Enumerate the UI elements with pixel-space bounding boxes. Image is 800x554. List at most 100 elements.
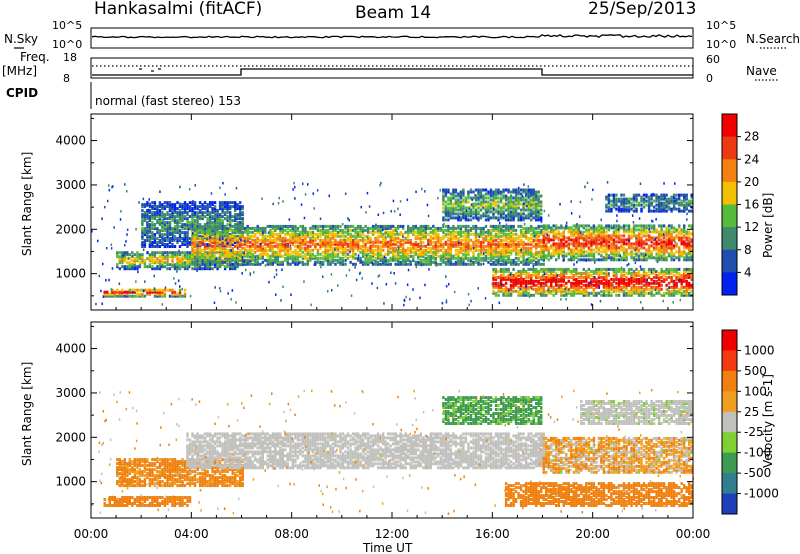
power-echo-cell (635, 224, 638, 228)
power-echo-cell (547, 248, 550, 252)
power-echo-cell (642, 240, 646, 244)
power-echo-cell (610, 293, 613, 297)
power-echo-cell (557, 285, 560, 289)
power-echo-cell (527, 273, 530, 277)
power-echo-cell (364, 246, 367, 250)
power-echo-cell (178, 245, 182, 248)
power-echo-cell (600, 281, 603, 285)
power-echo-cell (479, 242, 483, 246)
power-echo-cell (612, 244, 616, 248)
power-echo-cell (284, 238, 287, 242)
power-echo-cell (657, 271, 661, 275)
power-echo-cell (444, 210, 448, 214)
power-echo-cell (499, 206, 503, 210)
power-echo-cell (537, 240, 540, 244)
power-echo-cell (281, 262, 284, 266)
power-echo-cell (284, 224, 287, 228)
power-echo-cell (537, 271, 540, 275)
power-echo-cell (286, 250, 289, 254)
power-echo-cell (595, 246, 598, 250)
power-echo-cell (592, 275, 596, 279)
power-echo-cell (442, 246, 445, 250)
power-echo-cell (652, 267, 656, 271)
power-echo-cell (254, 262, 257, 266)
power-echo-cell (512, 212, 515, 216)
power-echo-cell (211, 211, 214, 215)
power-echo-cell (612, 256, 616, 260)
power-echo-cell (329, 242, 332, 246)
power-echo-cell (530, 226, 533, 230)
power-echo-cell (359, 234, 362, 238)
power-echo-cell (555, 244, 558, 248)
power-echo-cell (452, 230, 455, 234)
power-echo-cell (517, 289, 520, 293)
power-echo-cell (535, 271, 538, 275)
power-echo-cell (459, 240, 463, 244)
power-echo-cell (279, 250, 282, 254)
power-echo-cell (499, 262, 503, 266)
power-echo-cell (133, 259, 136, 263)
power-echo-cell (188, 225, 192, 229)
power-echo-cell (535, 287, 538, 291)
power-echo-cell (524, 188, 528, 192)
power-echo-cell (627, 242, 631, 246)
power-echo-cell (289, 252, 292, 256)
power-echo-cell (203, 258, 207, 262)
power-echo-cell (264, 242, 267, 246)
power-echo-cell (667, 267, 671, 271)
power-echo-cell (354, 252, 357, 256)
power-echo-cell (156, 294, 159, 298)
power-echo-cell (231, 215, 234, 219)
power-echo-cell (196, 260, 199, 264)
power-echo-cell (156, 261, 159, 265)
power-echo-cell (221, 250, 224, 254)
power-echo-cell (622, 248, 626, 252)
power-echo-cell (532, 256, 535, 260)
freq-unit-label: [MHz] (2, 64, 37, 78)
power-echo-cell (587, 248, 591, 252)
power-echo-cell (231, 240, 234, 244)
power-echo-cell (587, 236, 591, 240)
power-echo-cell (552, 252, 555, 256)
power-echo-cell (605, 269, 608, 273)
power-echo-cell (387, 250, 390, 254)
power-echo-cell (617, 252, 621, 256)
power-echo-cell (537, 258, 540, 262)
power-echo-cell (537, 230, 540, 234)
power-echo-cell (532, 267, 535, 271)
power-echo-cell (173, 253, 177, 257)
power-echo-cell (361, 262, 365, 266)
power-echo-cell (550, 230, 553, 234)
power-echo-cell (494, 190, 498, 194)
power-echo-cell (625, 258, 628, 262)
power-echo-cell (379, 262, 382, 266)
power-echo-cell (201, 207, 204, 211)
power-echo-cell (171, 213, 174, 217)
power-echo-cell (444, 218, 448, 222)
power-echo-cell (540, 287, 543, 291)
power-echo-cell (412, 232, 415, 236)
power-echo-cell (499, 196, 503, 200)
power-echo-cell (319, 262, 322, 266)
power-echo-cell (472, 202, 475, 206)
power-echo-cell (146, 217, 149, 221)
power-echo-cell (191, 248, 194, 252)
power-echo-cell (530, 208, 533, 212)
power-echo-cell (427, 240, 430, 244)
power-echo-cell (637, 250, 641, 254)
power-echo-cell (530, 224, 533, 228)
power-echo-cell (223, 224, 227, 228)
power-echo-cell (555, 283, 558, 287)
power-echo-cell (517, 277, 520, 281)
power-echo-cell (309, 230, 312, 234)
power-echo-cell (479, 214, 483, 218)
power-echo-cell (645, 287, 648, 291)
power-echo-cell (178, 265, 182, 269)
power-echo-cell (605, 238, 608, 242)
power-echo-cell (504, 246, 508, 250)
power-echo-cell (532, 198, 535, 202)
power-echo-cell (449, 214, 453, 218)
power-echo-cell (206, 254, 209, 258)
power-echo-cell (572, 240, 575, 244)
power-echo-cell (419, 248, 422, 252)
